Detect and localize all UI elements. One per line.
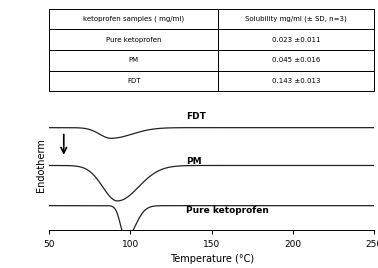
Bar: [49, 29, 218, 50]
Bar: [49, 70, 218, 91]
Bar: [218, 50, 374, 70]
Y-axis label: Endotherm: Endotherm: [36, 139, 46, 192]
X-axis label: Temperature (°C): Temperature (°C): [170, 254, 254, 264]
Text: 0.045 ±0.016: 0.045 ±0.016: [272, 57, 321, 63]
Text: Pure ketoprofen: Pure ketoprofen: [186, 206, 268, 215]
Bar: [218, 9, 374, 29]
Text: FDT: FDT: [186, 111, 206, 121]
Text: Pure ketoprofen: Pure ketoprofen: [106, 37, 161, 43]
Text: ketoprofen samples ( mg/ml): ketoprofen samples ( mg/ml): [83, 16, 184, 23]
Text: 0.143 ±0.013: 0.143 ±0.013: [272, 78, 321, 84]
Bar: [49, 9, 218, 29]
Bar: [218, 29, 374, 50]
Text: PM: PM: [129, 57, 139, 63]
Text: Solubility mg/ml (± SD, n=3): Solubility mg/ml (± SD, n=3): [245, 16, 347, 23]
Text: 0.023 ±0.011: 0.023 ±0.011: [272, 37, 321, 43]
Bar: [49, 50, 218, 70]
Bar: [218, 70, 374, 91]
Text: PM: PM: [186, 157, 201, 166]
Text: FDT: FDT: [127, 78, 140, 84]
